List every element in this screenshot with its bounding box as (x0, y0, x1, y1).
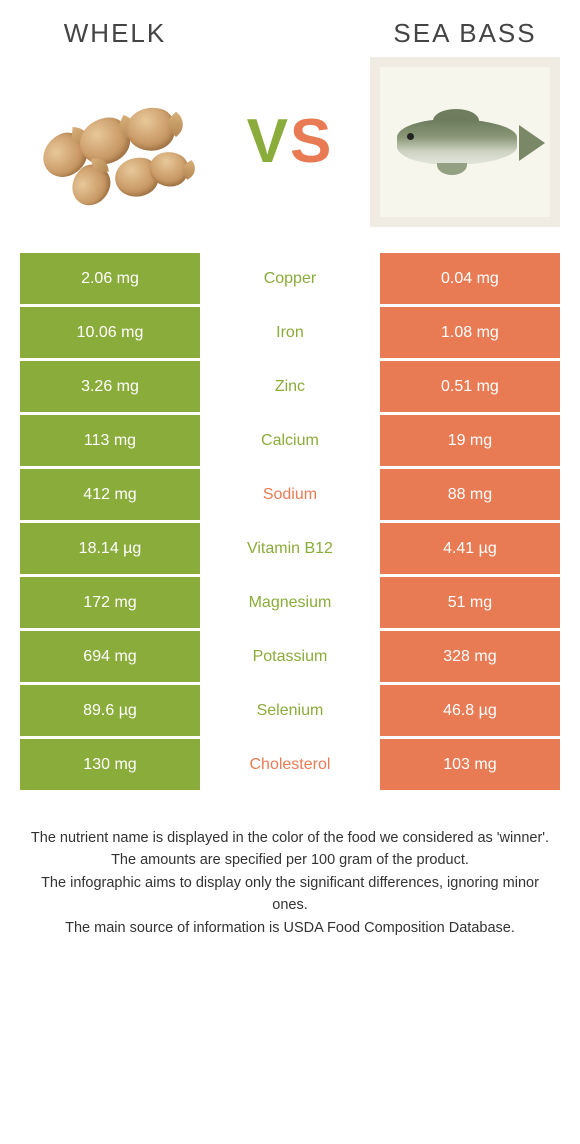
left-value: 18.14 µg (20, 523, 200, 574)
nutrient-name: Vitamin B12 (200, 523, 380, 574)
table-row: 130 mgCholesterol103 mg (20, 739, 560, 793)
table-row: 172 mgMagnesium51 mg (20, 577, 560, 631)
table-row: 412 mgSodium88 mg (20, 469, 560, 523)
footnotes: The nutrient name is displayed in the co… (20, 827, 560, 939)
vs-letter-v: V (247, 107, 290, 176)
vs-letter-s: S (290, 107, 333, 176)
left-value: 412 mg (20, 469, 200, 520)
nutrient-table: 2.06 mgCopper0.04 mg10.06 mgIron1.08 mg3… (20, 253, 560, 793)
left-value: 2.06 mg (20, 253, 200, 304)
footnote-line: The infographic aims to display only the… (26, 872, 554, 917)
right-value: 4.41 µg (380, 523, 560, 574)
right-value: 1.08 mg (380, 307, 560, 358)
vs-label: VS (210, 111, 370, 173)
footnote-line: The nutrient name is displayed in the co… (26, 827, 554, 849)
header-row: WHELK SEA BASS (20, 18, 560, 49)
right-value: 0.51 mg (380, 361, 560, 412)
left-value: 694 mg (20, 631, 200, 682)
table-row: 10.06 mgIron1.08 mg (20, 307, 560, 361)
left-value: 10.06 mg (20, 307, 200, 358)
left-food-title: WHELK (20, 18, 210, 49)
sea-bass-icon (370, 57, 560, 227)
table-row: 694 mgPotassium328 mg (20, 631, 560, 685)
left-value: 113 mg (20, 415, 200, 466)
right-value: 46.8 µg (380, 685, 560, 736)
whelk-icon (20, 57, 210, 227)
left-value: 3.26 mg (20, 361, 200, 412)
right-value: 103 mg (380, 739, 560, 790)
nutrient-name: Sodium (200, 469, 380, 520)
nutrient-name: Magnesium (200, 577, 380, 628)
footnote-line: The main source of information is USDA F… (26, 917, 554, 939)
table-row: 2.06 mgCopper0.04 mg (20, 253, 560, 307)
nutrient-name: Cholesterol (200, 739, 380, 790)
nutrient-name: Calcium (200, 415, 380, 466)
table-row: 18.14 µgVitamin B124.41 µg (20, 523, 560, 577)
nutrient-name: Iron (200, 307, 380, 358)
left-value: 89.6 µg (20, 685, 200, 736)
footnote-line: The amounts are specified per 100 gram o… (26, 849, 554, 871)
right-value: 19 mg (380, 415, 560, 466)
left-value: 130 mg (20, 739, 200, 790)
table-row: 3.26 mgZinc0.51 mg (20, 361, 560, 415)
nutrient-name: Potassium (200, 631, 380, 682)
nutrient-name: Zinc (200, 361, 380, 412)
right-value: 328 mg (380, 631, 560, 682)
right-value: 51 mg (380, 577, 560, 628)
nutrient-name: Copper (200, 253, 380, 304)
right-food-title: SEA BASS (370, 18, 560, 49)
table-row: 113 mgCalcium19 mg (20, 415, 560, 469)
nutrient-name: Selenium (200, 685, 380, 736)
right-value: 88 mg (380, 469, 560, 520)
right-value: 0.04 mg (380, 253, 560, 304)
image-vs-row: VS (20, 57, 560, 227)
table-row: 89.6 µgSelenium46.8 µg (20, 685, 560, 739)
left-value: 172 mg (20, 577, 200, 628)
